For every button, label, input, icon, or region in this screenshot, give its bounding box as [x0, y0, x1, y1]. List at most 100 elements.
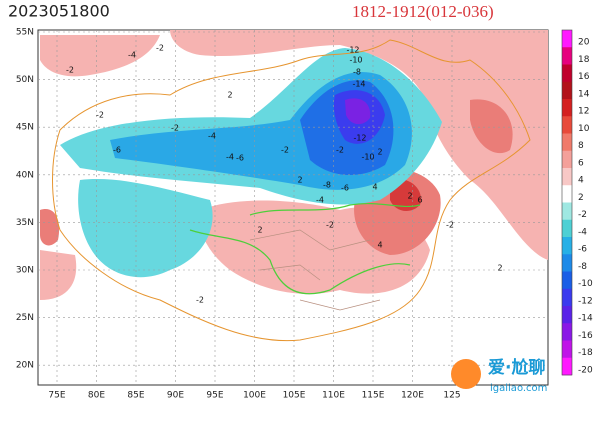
- contour-label: 2: [377, 148, 382, 157]
- colorbar-segment: [562, 254, 572, 272]
- contour-label: -2: [446, 221, 454, 230]
- contour-label: -2: [66, 66, 74, 75]
- watermark: 爱·尬聊 igaliao.com: [451, 357, 547, 394]
- contour-label: -2: [171, 124, 179, 133]
- contour-label: -2: [336, 146, 344, 155]
- colorbar-label: 4: [578, 176, 584, 186]
- colorbar-label: 16: [578, 72, 590, 82]
- contour-label: -4: [208, 132, 216, 141]
- colorbar-segment: [562, 340, 572, 359]
- contour-label: -4: [226, 153, 234, 162]
- colorbar-segment: [562, 185, 572, 203]
- lon-label: 80E: [88, 391, 105, 401]
- axis-labels: 55N 50N 45N 40N 35N 30N 25N 20N 75E 80E 85E 90E 95E 1…: [16, 28, 503, 401]
- contour-label: -6: [341, 184, 349, 193]
- colorbar-label: -8: [578, 262, 587, 272]
- colorbar-segment: [562, 237, 572, 255]
- contour-label: 2: [257, 226, 262, 235]
- contour-label: -10: [349, 56, 362, 65]
- colorbar-label: -6: [578, 245, 587, 255]
- cold-area: [78, 179, 213, 278]
- colorbar-label: -16: [578, 331, 593, 341]
- colorbar-label: 20: [578, 38, 590, 48]
- lat-label: 35N: [16, 218, 34, 228]
- colorbar-segment: [562, 64, 572, 83]
- contour-label: -8: [353, 68, 361, 77]
- lat-label: 30N: [16, 266, 34, 276]
- border: [52, 39, 531, 342]
- graticule: [38, 30, 548, 385]
- colorbar-label: -12: [578, 296, 593, 306]
- colorbar-segment: [562, 47, 572, 65]
- lat-label: 20N: [16, 361, 34, 371]
- lon-label: 125: [443, 391, 460, 401]
- warm-area: [40, 209, 60, 246]
- colorbar-frame: [561, 29, 573, 376]
- lon-label: 85E: [127, 391, 144, 401]
- contour-label: -10: [361, 153, 374, 162]
- colorbar-segment: [562, 133, 572, 152]
- lon-label: 100E: [243, 391, 266, 401]
- colorbar-segment: [562, 150, 572, 169]
- warm-area: [170, 30, 548, 260]
- contour-label: -12: [353, 134, 366, 143]
- lat-label: 45N: [16, 123, 34, 133]
- river: [189, 229, 411, 295]
- lat-label: 50N: [16, 75, 34, 85]
- contour-label: 6: [417, 196, 422, 205]
- contour-label: -2: [196, 296, 204, 305]
- contour-label: -2: [281, 146, 289, 155]
- warm-area: [40, 35, 160, 77]
- colorbar-label: -14: [578, 314, 593, 324]
- colorbar-label: 2: [578, 193, 584, 203]
- contour-label: -4: [316, 196, 324, 205]
- watermark-logo: [451, 359, 481, 389]
- lon-label: 115E: [362, 391, 385, 401]
- range-title: 1812-1912(012-036): [352, 2, 494, 21]
- colorbar-label: 18: [578, 55, 590, 65]
- colorbar-segment: [562, 306, 572, 324]
- lat-label: 55N: [16, 28, 34, 38]
- colorbar-label: 10: [578, 124, 590, 134]
- colorbar-segment: [562, 168, 572, 186]
- colorbar-segment: [562, 116, 572, 134]
- watermark-site: igaliao.com: [490, 383, 547, 394]
- lon-label: 75E: [48, 391, 65, 401]
- lon-label: 90E: [167, 391, 184, 401]
- contour-label: -2: [96, 111, 104, 120]
- colorbar-segment: [562, 30, 572, 48]
- contour-label: -8: [323, 181, 331, 190]
- contour-label: -2: [156, 44, 164, 53]
- colorbar-label: 12: [578, 107, 589, 117]
- contour-label: 4: [372, 183, 377, 192]
- province-border: [249, 229, 381, 311]
- contour-label: -6: [236, 154, 244, 163]
- contour-label: 2: [297, 176, 302, 185]
- contour-label: -6: [113, 146, 121, 155]
- lat-label: 25N: [16, 313, 34, 323]
- lon-label: 105E: [283, 391, 306, 401]
- colorbar-segment: [562, 271, 572, 290]
- contour-label: -14: [352, 80, 365, 89]
- contour-label: -4: [128, 51, 136, 60]
- date-title: 2023051800: [8, 2, 110, 21]
- colorbar: 20 18 16 14 12 10 8 6 4 2 -2 -4 -6 -8 -10 -12 -14 -16 -18 -…: [561, 29, 593, 376]
- lon-label: 95E: [206, 391, 223, 401]
- colorbar-label: -18: [578, 348, 593, 358]
- watermark-name: 爱·尬聊: [488, 357, 545, 378]
- colorbar-segment: [562, 202, 572, 221]
- contour-label: 4: [377, 241, 382, 250]
- contour-label: 2: [407, 192, 412, 201]
- contour-label: -2: [326, 221, 334, 230]
- colorbar-segment: [562, 81, 572, 100]
- contour-label: 2: [497, 264, 502, 273]
- lat-label: 40N: [16, 170, 34, 180]
- warm-core: [470, 99, 513, 154]
- contour-label: -12: [346, 46, 359, 55]
- colorbar-label: 6: [578, 158, 584, 168]
- map-area: [37, 29, 549, 386]
- colorbar-label: -10: [578, 279, 593, 289]
- colorbar-label: 14: [578, 89, 590, 99]
- colorbar-segment: [562, 219, 572, 238]
